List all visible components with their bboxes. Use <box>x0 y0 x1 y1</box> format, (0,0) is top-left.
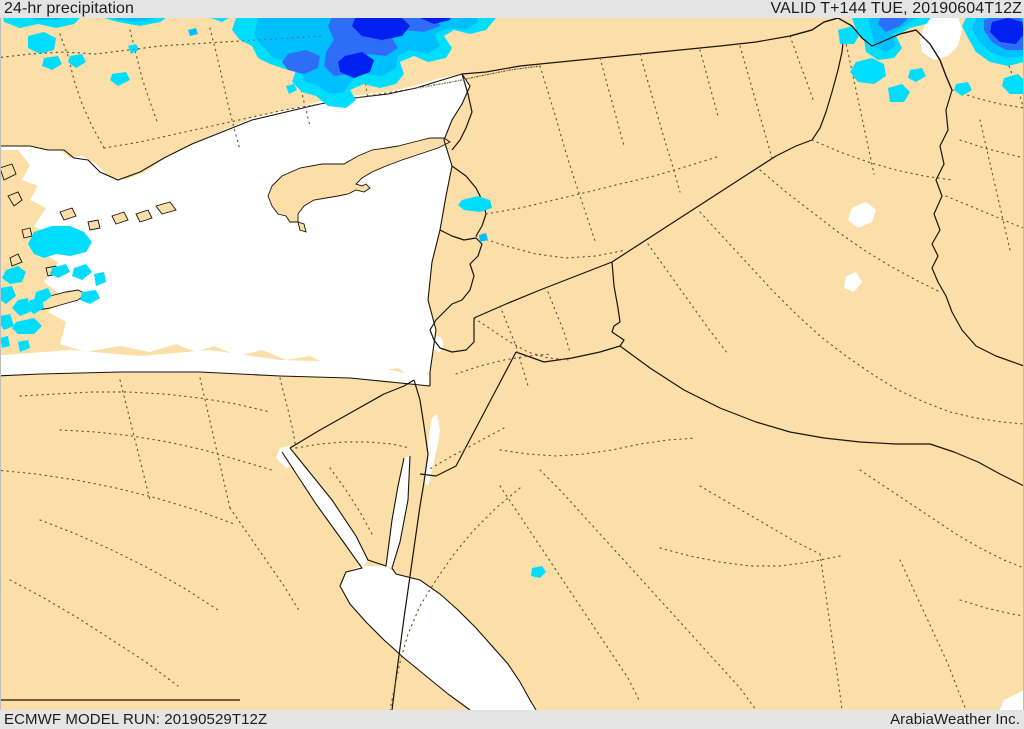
precip-turkey-dot-a <box>188 28 198 36</box>
header-bar: 24-hr precipitation VALID T+144 TUE, 201… <box>0 0 1024 18</box>
border-jordan-iraq <box>515 345 621 363</box>
border-iraq-iran <box>931 89 1024 367</box>
border-turkey-hatay <box>451 73 473 151</box>
aegean-island-e <box>9 253 23 267</box>
gulf-of-suez <box>282 448 368 568</box>
aegean-island-g <box>87 219 101 231</box>
border-israel-lebanon <box>429 229 483 353</box>
red-sea-west-strip <box>276 446 300 468</box>
aegean-island-c <box>21 227 33 239</box>
border-jordan-saudi <box>419 351 517 477</box>
red-sea <box>340 566 536 710</box>
border-syria-jordan-spur <box>611 261 625 347</box>
border-saudi-kuwait <box>929 443 1024 487</box>
precip-syria-dot <box>479 233 488 242</box>
border-syria-jordan <box>473 261 613 319</box>
mediterranean-sea <box>0 74 470 378</box>
aegean-island-h <box>111 211 129 225</box>
coastline-layer <box>0 73 537 711</box>
lake-tuz <box>844 272 862 292</box>
precip-aegean-cells <box>0 226 106 352</box>
cyprus-island <box>267 137 451 223</box>
footer-bar: ECMWF MODEL RUN: 20190529T12Z ArabiaWeat… <box>0 710 1024 729</box>
border-iraq-saudi <box>619 345 930 445</box>
cyprus-tail <box>297 221 307 233</box>
country-border-overlay <box>789 17 953 91</box>
precip-anatolia-cells <box>28 32 297 94</box>
valid-time-label: VALID T+144 TUE, 20190604T12Z <box>770 0 1022 17</box>
border-egypt-israel <box>289 379 415 449</box>
gulf-of-aqaba <box>386 456 410 568</box>
page-title: 24-hr precipitation <box>4 0 134 17</box>
precip-central-arabia-cell <box>531 566 546 578</box>
admin-border-layer <box>0 23 1024 711</box>
lake-urmia <box>920 8 962 60</box>
border-israel-jordan <box>391 379 429 711</box>
attribution-label: ArabiaWeather Inc. <box>890 711 1020 728</box>
model-run-label: ECMWF MODEL RUN: 20190529T12Z <box>4 711 268 728</box>
precip-lebanon-cell <box>458 196 492 212</box>
lake-van <box>848 202 876 228</box>
admin-border-overlay <box>0 35 541 89</box>
aegean-island-j <box>155 201 177 215</box>
aegean-island-f <box>59 207 77 221</box>
border-syria-iraq <box>611 33 845 263</box>
aegean-island-a <box>7 191 23 207</box>
aegean-island-b <box>0 163 17 181</box>
dead-sea <box>424 414 440 486</box>
aegean-island-i <box>135 209 153 223</box>
